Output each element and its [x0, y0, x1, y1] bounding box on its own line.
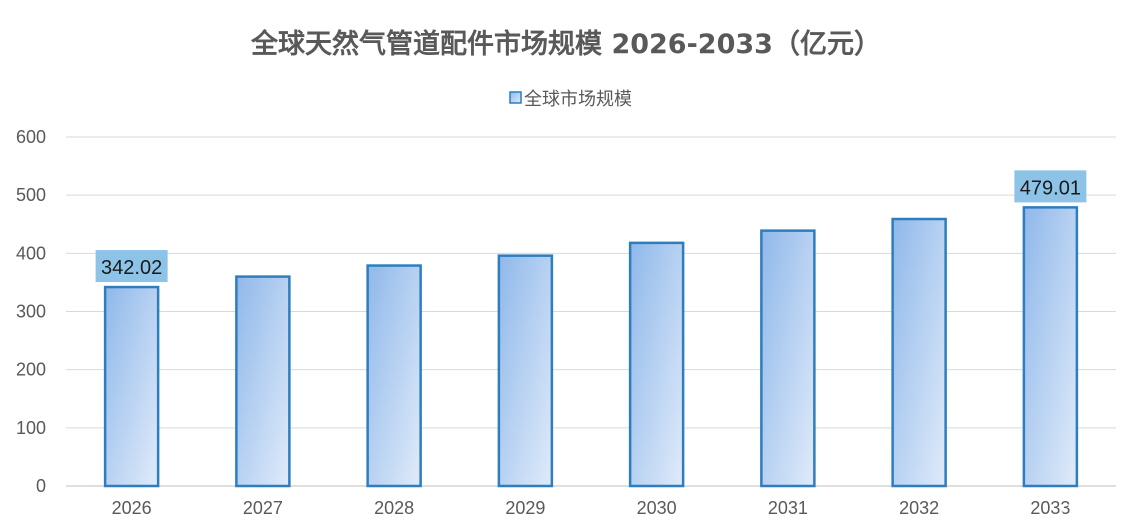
data-label-bg — [1014, 170, 1087, 203]
x-tick-label: 2029 — [505, 498, 545, 518]
x-axis-ticks: 2026 2027 2028 2029 2030 2031 2032 2033 — [112, 498, 1071, 518]
gelonghui-logo-icon — [1061, 504, 1081, 524]
bar-2033 — [1022, 206, 1079, 488]
data-label-text: 479.01 — [1020, 177, 1081, 199]
x-tick-label: 2028 — [374, 498, 414, 518]
y-tick-label: 500 — [16, 185, 46, 205]
data-label-bg — [95, 250, 168, 283]
y-tick-label: 600 — [16, 127, 46, 147]
y-tick-label: 100 — [16, 418, 46, 438]
chart-title: 全球天然气管道配件市场规模 2026-2033（亿元） — [250, 28, 881, 60]
bars — [103, 206, 1079, 488]
y-tick-label: 200 — [16, 360, 46, 380]
legend: 全球市场规模 — [509, 89, 632, 110]
x-tick-label: 2030 — [637, 498, 677, 518]
x-tick-label: 2031 — [768, 498, 808, 518]
data-labels: 342.02 479.01 — [95, 170, 1087, 283]
data-label-text: 342.02 — [101, 257, 162, 279]
x-tick-label: 2026 — [112, 498, 152, 518]
bar-2027 — [235, 275, 291, 488]
legend-swatch — [509, 91, 522, 104]
y-gridlines — [66, 136, 1116, 487]
bar-2026 — [103, 285, 160, 488]
y-tick-label: 0 — [36, 476, 46, 496]
watermark: 格隆汇 — [1061, 504, 1123, 524]
data-label-2026: 342.02 — [95, 250, 168, 283]
bar-2028 — [366, 264, 422, 488]
data-label-2033: 479.01 — [1014, 170, 1087, 203]
x-tick-label: 2033 — [1030, 498, 1070, 518]
y-tick-label: 400 — [16, 243, 46, 263]
legend-label: 全球市场规模 — [524, 89, 632, 110]
x-tick-label: 2032 — [899, 498, 939, 518]
y-tick-label: 300 — [16, 302, 46, 322]
bar-2030 — [628, 241, 685, 488]
watermark-text: 格隆汇 — [1084, 508, 1123, 524]
bar-2032 — [891, 217, 947, 488]
x-tick-label: 2027 — [243, 498, 283, 518]
bar-2029 — [497, 254, 554, 488]
bar-2031 — [760, 229, 816, 488]
y-axis-ticks: 0 100 200 300 400 500 600 — [16, 127, 46, 496]
